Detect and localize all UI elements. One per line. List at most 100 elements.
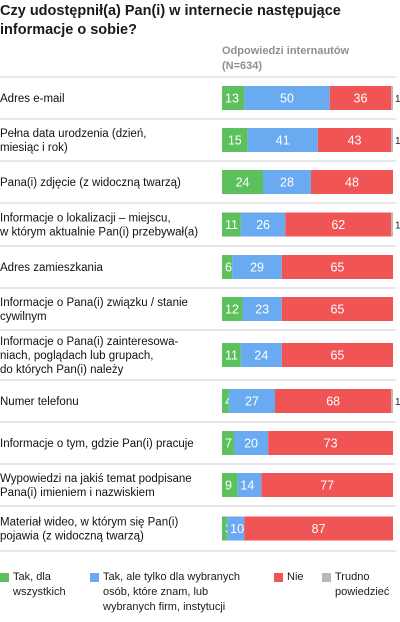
- value-label-phone-yes-selected: 27: [245, 395, 259, 409]
- value-label-phone-yes-all: 4: [225, 395, 232, 409]
- value-label-photo-yes-selected: 28: [280, 176, 294, 190]
- category-label-workplace: Informacje o tym, gdzie Pan(i) pracuje: [0, 438, 194, 450]
- category-label-video: Materiał wideo, w którym się Pan(i) pojaw…: [0, 517, 178, 543]
- category-label-interests: Informacje o Pana(i) zainteresowa-niach,…: [0, 336, 178, 376]
- legend-swatch-hard-to-say: [322, 573, 331, 582]
- value-label-relationship-yes-selected: 23: [255, 303, 269, 317]
- bar-video-no: [244, 516, 393, 541]
- bar-birthdate-hard-to-say: [391, 128, 393, 152]
- chart-subtitle: Odpowiedzi internautów (N=634): [222, 45, 350, 72]
- legend-item-yes-selected: Tak, ale tylko dla wybranych osób, które …: [90, 570, 265, 615]
- bar-location-yes-all: [222, 212, 241, 237]
- legend-swatch-no: [274, 573, 283, 582]
- value-label-workplace-yes-selected: 20: [244, 437, 258, 451]
- bar-location-hard-to-say: [391, 212, 393, 237]
- bar-birthdate-no: [317, 128, 392, 152]
- bar-address-yes-selected: [232, 255, 282, 279]
- category-label-relationship: Informacje o Pana(i) związku / stanie cyw…: [0, 297, 188, 323]
- legend-label-yes-all: Tak, dla wszystkich: [0, 570, 80, 600]
- value-label-birthdate-yes-all: 15: [228, 134, 242, 148]
- bar-photo-yes-selected: [263, 170, 311, 194]
- bar-workplace-no: [268, 431, 393, 455]
- bar-interests-no: [281, 343, 393, 367]
- value-label-relationship-yes-all: 12: [225, 303, 239, 317]
- value-label-interests-yes-all: 11: [225, 349, 238, 363]
- legend-item-hard-to-say: Trudno powiedzieć: [322, 570, 400, 600]
- value-label-workplace-yes-all: 7: [225, 437, 232, 451]
- legend-item-yes-all: Tak, dla wszystkich: [0, 570, 80, 600]
- legend-label-no: Nie: [274, 570, 319, 585]
- bar-photo-yes-all: [222, 170, 264, 194]
- legend-label-line: osób, które znam, lub: [103, 586, 209, 598]
- bar-photo-no: [310, 170, 393, 194]
- bar-location-yes-selected: [240, 212, 286, 237]
- bar-statements-no: [261, 473, 393, 497]
- value-label-address-no: 65: [330, 261, 344, 275]
- value-label-address-yes-all: 6: [225, 261, 232, 275]
- bar-interests-yes-all: [222, 343, 241, 367]
- bar-statements-yes-selected: [237, 473, 262, 497]
- value-label-phone-no: 68: [326, 395, 340, 409]
- bar-email-hard-to-say: [391, 86, 393, 110]
- value-label-phone-hard-to-say: 1: [395, 397, 400, 408]
- bar-email-yes-all: [222, 86, 245, 110]
- value-label-interests-no: 65: [330, 349, 344, 363]
- legend-label-line: Tak, dla: [13, 571, 51, 583]
- bar-phone-yes-selected: [228, 389, 276, 413]
- chart-title: Czy udostępnił(a) Pan(i) w internecie na…: [0, 3, 341, 38]
- value-label-video-no: 87: [312, 522, 326, 536]
- value-label-email-no: 36: [354, 92, 368, 106]
- legend-label-line: powiedzieć: [335, 586, 390, 598]
- bar-relationship-yes-all: [222, 297, 243, 321]
- value-label-email-yes-all: 13: [225, 92, 239, 106]
- legend-label-line: Nie: [287, 571, 304, 583]
- category-label-photo: Pana(i) zdjęcie (z widoczną twarzą): [0, 177, 181, 189]
- legend-label-line: wszystkich: [13, 586, 66, 598]
- value-label-birthdate-yes-selected: 41: [276, 134, 290, 148]
- bar-relationship-no: [281, 297, 393, 321]
- bar-video-yes-selected: [227, 516, 245, 541]
- legend-label-line: Trudno: [335, 571, 370, 583]
- value-label-email-yes-selected: 50: [280, 92, 294, 106]
- value-label-statements-no: 77: [320, 479, 334, 493]
- bar-location-no: [285, 212, 392, 237]
- category-label-email: Adres e-mail: [0, 93, 65, 105]
- bar-phone-no: [275, 389, 392, 413]
- value-label-relationship-no: 65: [330, 303, 344, 317]
- value-label-interests-yes-selected: 24: [254, 349, 268, 363]
- bar-birthdate-yes-all: [222, 128, 248, 152]
- legend-label-line: wybranych firm, instytucji: [103, 601, 226, 613]
- legend: Tak, dla wszystkich Tak, ale tylko dla wy…: [0, 570, 400, 622]
- category-label-phone: Numer telefonu: [0, 396, 79, 408]
- bar-address-yes-all: [222, 255, 233, 279]
- stacked-bar-chart: Adres e-mail 13 50 36 1 Pełna data urodzenia …: [0, 76, 400, 552]
- legend-swatch-yes-selected: [90, 573, 99, 582]
- legend-label-hard-to-say: Trudno powiedzieć: [322, 570, 400, 600]
- bar-address-no: [281, 255, 393, 279]
- category-label-address: Adres zamieszkania: [0, 262, 104, 274]
- value-label-email-hard-to-say: 1: [395, 94, 400, 105]
- bar-email-yes-selected: [244, 86, 330, 110]
- value-label-statements-yes-selected: 14: [240, 479, 254, 493]
- value-label-location-yes-all: 11: [225, 218, 238, 232]
- category-label-location: Informacje o lokalizacji – miejscu, w któ…: [0, 213, 198, 239]
- legend-item-no: Nie: [274, 570, 319, 585]
- bar-birthdate-yes-selected: [247, 128, 318, 152]
- bar-statements-yes-all: [222, 473, 238, 497]
- bar-video-yes-all: [222, 516, 228, 541]
- bar-phone-yes-all: [222, 389, 229, 413]
- value-label-location-yes-selected: 26: [256, 218, 270, 232]
- value-label-workplace-no: 73: [324, 437, 338, 451]
- value-label-photo-no: 48: [345, 176, 359, 190]
- bar-email-no: [329, 86, 392, 110]
- bar-workplace-yes-selected: [233, 431, 269, 455]
- bar-workplace-yes-all: [222, 431, 234, 455]
- bar-phone-hard-to-say: [391, 389, 393, 413]
- value-label-birthdate-hard-to-say: 1: [395, 136, 400, 147]
- category-label-birthdate: Pełna data urodzenia (dzień, miesiąc i ro…: [0, 128, 146, 154]
- bar-relationship-yes-selected: [242, 297, 282, 321]
- value-label-statements-yes-all: 9: [225, 479, 232, 493]
- value-label-photo-yes-all: 24: [236, 176, 250, 190]
- value-label-location-no: 62: [331, 218, 345, 232]
- legend-label-line: Tak, ale tylko dla wybranych: [103, 571, 240, 583]
